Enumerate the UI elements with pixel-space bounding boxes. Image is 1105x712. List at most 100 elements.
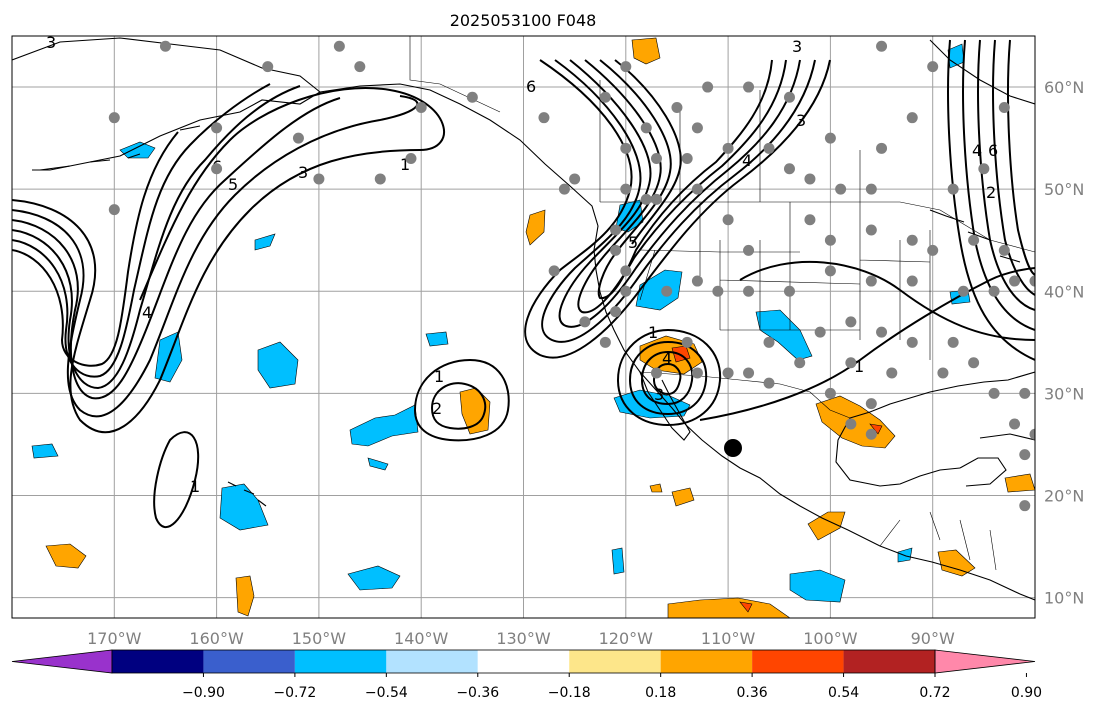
contour-label: 3: [796, 111, 806, 130]
colorbar-extend-low: [11, 649, 113, 674]
contour-line: [628, 340, 708, 416]
contour-line: [413, 358, 510, 442]
negative-anomaly-area: [347, 565, 401, 591]
station-markers: [108, 40, 1035, 512]
station-dot: [876, 40, 888, 52]
station-dot: [824, 234, 836, 246]
station-dot: [620, 61, 632, 73]
station-dot: [569, 173, 581, 185]
contour-label-layer: 1 3 5 6 4 1 1 2 6 5 4 3 3 1 4 3 1 2 4 6 …: [46, 33, 998, 496]
station-dot: [886, 367, 898, 379]
station-dot: [671, 101, 683, 113]
station-dot: [906, 336, 918, 348]
station-dot: [988, 285, 1000, 297]
latitude-tick-label: 40°N: [1044, 282, 1084, 301]
station-dot: [927, 244, 939, 256]
contour-line: [12, 97, 341, 400]
anomaly-fill-layer: [31, 37, 1035, 618]
contour-label: 6: [988, 141, 998, 160]
latitude-tick-label: 30°N: [1044, 384, 1084, 403]
colorbar-tick-label: 0.72: [919, 685, 950, 701]
colorbar-segment: [843, 650, 935, 673]
colorbar-segment: [477, 650, 570, 673]
station-dot: [650, 367, 662, 379]
central-america-borders: [879, 511, 997, 571]
contour-line: [577, 59, 787, 314]
station-dot: [640, 122, 652, 134]
contour-label: 2: [986, 183, 996, 202]
contour-label: 4: [742, 151, 752, 170]
station-dot: [783, 163, 795, 175]
longitude-tick-label: 110°W: [701, 629, 756, 648]
station-dot: [865, 183, 877, 195]
station-dot: [804, 214, 816, 226]
station-dot: [620, 285, 632, 297]
station-dot: [650, 193, 662, 205]
longitude-tick-label: 120°W: [599, 629, 654, 648]
cuba: [979, 433, 1035, 441]
positive-anomaly-area: [649, 483, 663, 493]
station-dot: [763, 336, 775, 348]
contour-line: [12, 95, 419, 418]
station-dot: [712, 285, 724, 297]
contour-label: 1: [648, 323, 658, 342]
station-dot: [108, 204, 120, 216]
station-dot: [906, 112, 918, 124]
station-dot: [599, 336, 611, 348]
contour-line: [153, 431, 200, 529]
station-dot: [691, 367, 703, 379]
station-dot: [610, 224, 622, 236]
colorbar-segment: [294, 650, 387, 673]
alaska-coastline: [12, 37, 321, 171]
contour-layer: [12, 39, 1035, 529]
station-dot: [988, 387, 1000, 399]
contour-line: [699, 267, 1035, 421]
contour-line: [12, 87, 445, 434]
station-dot: [620, 265, 632, 277]
strong-positive-anomaly-area: [869, 423, 883, 435]
station-dot: [1019, 387, 1031, 399]
station-dot: [978, 163, 990, 175]
station-dot: [691, 275, 703, 287]
station-dot: [865, 275, 877, 287]
station-dot: [691, 183, 703, 195]
colorbar-tick-label: −0.36: [456, 685, 499, 701]
colorbar-extend-high: [934, 649, 1036, 674]
strong-positive-anomaly-area: [739, 601, 753, 613]
longitude-tick-label: 150°W: [292, 629, 347, 648]
longitude-tick-label: 140°W: [394, 629, 449, 648]
station-dot: [824, 265, 836, 277]
station-dot: [620, 142, 632, 154]
station-dot: [650, 153, 662, 165]
contour-label: 5: [228, 175, 238, 194]
station-dot: [824, 132, 836, 144]
contour-line: [640, 350, 694, 406]
longitude-tick-label: 90°W: [911, 629, 955, 648]
longitude-tick-label: 160°W: [189, 629, 244, 648]
contour-line: [977, 39, 1035, 311]
station-dot: [374, 173, 386, 185]
latitude-tick-label: 20°N: [1044, 486, 1084, 505]
station-dot: [783, 285, 795, 297]
positive-anomaly-area: [45, 543, 87, 569]
colorbar: −0.90 −0.72 −0.54 −0.36 −0.18 0.18 0.36 0.54 0.7…: [11, 649, 1042, 701]
station-dot: [865, 398, 877, 410]
contour-label: 3: [46, 33, 56, 52]
station-dot: [722, 142, 734, 154]
station-dot: [876, 326, 888, 338]
negative-anomaly-area: [367, 457, 389, 471]
station-dot: [845, 316, 857, 328]
longitude-tick-label: 170°W: [87, 629, 142, 648]
contour-line: [616, 328, 722, 427]
negative-anomaly-area: [254, 233, 276, 251]
contour-label: 2: [432, 399, 442, 418]
station-dot: [968, 357, 980, 369]
station-dot: [947, 183, 959, 195]
station-dot: [1009, 275, 1021, 287]
positive-anomaly-area: [807, 511, 846, 541]
station-dot: [743, 81, 755, 93]
station-dot: [211, 122, 223, 134]
station-dot: [211, 163, 223, 175]
station-dot: [292, 132, 304, 144]
